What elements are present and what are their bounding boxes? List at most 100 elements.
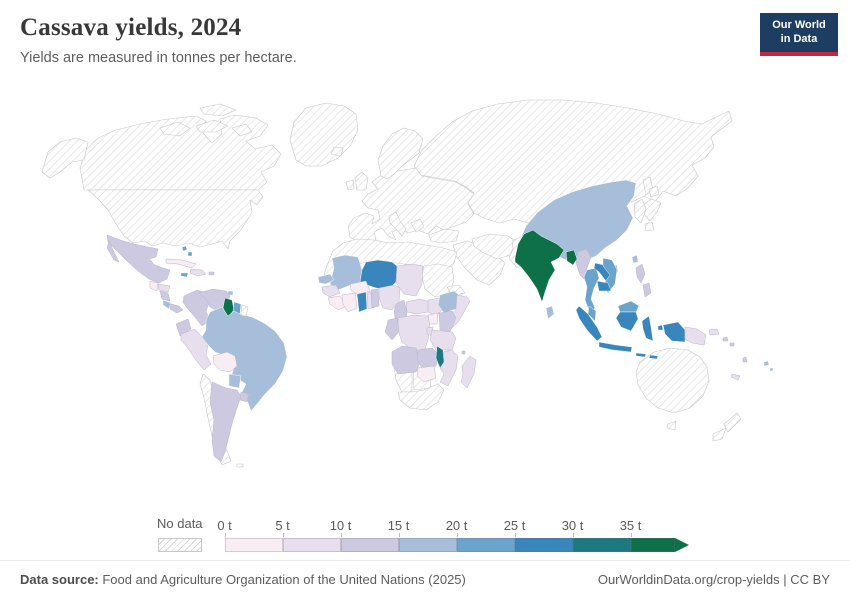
legend-bin-segment[interactable] [572, 538, 631, 552]
country-madagascar[interactable] [460, 355, 477, 389]
territory-new-caledonia[interactable] [730, 373, 741, 381]
country-papua-new-guinea-islands[interactable] [708, 328, 720, 336]
country-australia[interactable] [635, 347, 710, 414]
country-mozambique[interactable] [439, 349, 459, 387]
owid-logo[interactable]: Our World in Data [760, 13, 838, 56]
country-guatemala[interactable] [149, 280, 159, 292]
country-south-africa[interactable] [397, 383, 445, 411]
no-data-swatch[interactable] [157, 538, 202, 552]
country-honduras[interactable] [157, 283, 171, 293]
country-india[interactable] [514, 229, 565, 303]
country-new-zealand[interactable] [723, 412, 742, 433]
country-solomon-islands[interactable] [729, 342, 735, 347]
owid-link[interactable]: OurWorldinData.org/crop-yields | CC BY [597, 572, 830, 587]
country-mali[interactable] [329, 254, 363, 291]
country-turkey[interactable] [428, 228, 460, 244]
country-indonesia-kalimantan[interactable] [615, 311, 639, 332]
country-sri-lanka[interactable] [545, 305, 555, 320]
country-mexico-baja[interactable] [106, 240, 120, 263]
country-malaysia-peninsula[interactable] [587, 305, 597, 322]
country-canada-arctic[interactable] [159, 121, 191, 137]
country-brazil[interactable] [201, 306, 288, 412]
legend-bin-segment[interactable] [224, 538, 283, 552]
legend-bin-segment[interactable] [340, 538, 399, 552]
country-chad[interactable] [395, 263, 424, 297]
country-paraguay[interactable] [228, 373, 242, 389]
country-canada-arctic[interactable] [231, 123, 253, 137]
country-cote-divoire[interactable] [341, 292, 358, 313]
country-ghana[interactable] [356, 291, 368, 313]
region-scandinavia[interactable] [377, 127, 424, 180]
country-indonesia-maluku[interactable] [657, 324, 664, 331]
country-sudan[interactable] [421, 263, 455, 298]
region-hispaniola[interactable] [189, 268, 207, 277]
region-korea[interactable] [633, 198, 647, 224]
legend-bin-segment[interactable] [630, 538, 675, 552]
country-canada[interactable] [79, 114, 282, 191]
country-ecuador[interactable] [175, 318, 192, 337]
country-cuba[interactable] [165, 258, 197, 269]
country-canada-arctic[interactable] [195, 119, 229, 133]
country-vanuatu[interactable] [742, 356, 748, 363]
country-italy[interactable] [388, 211, 407, 237]
country-canada-arctic[interactable] [199, 103, 237, 117]
country-alaska[interactable] [41, 137, 89, 179]
country-bolivia[interactable] [212, 351, 238, 373]
country-japan[interactable] [648, 185, 660, 198]
country-united-kingdom[interactable] [354, 171, 369, 191]
country-indonesia-lesser-sunda[interactable] [635, 352, 647, 358]
country-indonesia-sumatra[interactable] [575, 305, 603, 342]
region-congo-gabon[interactable] [384, 317, 400, 341]
country-papua-new-guinea[interactable] [684, 326, 707, 346]
country-japan[interactable] [644, 221, 655, 232]
country-fiji[interactable] [763, 360, 770, 367]
country-tanzania[interactable] [429, 329, 457, 351]
country-philippines-luzon[interactable] [635, 263, 646, 284]
country-greenland[interactable] [289, 102, 359, 167]
country-senegal[interactable] [317, 273, 335, 285]
legend-bin-segment[interactable] [514, 538, 573, 552]
country-solomon-islands[interactable] [722, 336, 729, 342]
country-zimbabwe[interactable] [416, 365, 437, 383]
country-zambia[interactable] [416, 347, 439, 369]
country-central-african-republic[interactable] [405, 298, 431, 315]
country-iceland[interactable] [330, 146, 344, 157]
country-bangladesh[interactable] [565, 249, 578, 266]
country-indonesia-papua[interactable] [662, 321, 686, 343]
country-australia-tasmania[interactable] [666, 420, 677, 431]
country-bahamas[interactable] [181, 245, 188, 252]
country-thailand[interactable] [583, 267, 600, 314]
country-greece[interactable] [410, 218, 425, 233]
country-costa-rica[interactable] [162, 299, 172, 310]
country-mexico[interactable] [106, 234, 171, 284]
country-argentina[interactable] [209, 381, 242, 463]
country-indonesia-lesser-sunda[interactable] [648, 354, 659, 360]
country-benin[interactable] [370, 288, 380, 309]
territory-falkland-islands[interactable] [236, 463, 244, 468]
country-ireland[interactable] [345, 179, 355, 191]
country-nicaragua[interactable] [159, 290, 171, 302]
country-cambodia[interactable] [596, 280, 612, 292]
country-indonesia-sulawesi[interactable] [641, 315, 654, 342]
country-malaysia-borneo[interactable] [617, 300, 640, 313]
country-panama[interactable] [169, 303, 184, 314]
country-comoros[interactable] [461, 350, 466, 355]
country-fiji[interactable] [769, 367, 774, 372]
country-indonesia-java[interactable] [598, 341, 633, 353]
country-bahamas[interactable] [187, 251, 193, 257]
country-kenya[interactable] [438, 310, 457, 333]
country-dr-congo[interactable] [397, 314, 431, 353]
legend-bin-segment[interactable] [398, 538, 457, 552]
country-new-zealand[interactable] [712, 427, 727, 442]
territory-puerto-rico[interactable] [208, 271, 215, 276]
region-europe[interactable] [347, 167, 475, 244]
country-guinea[interactable] [321, 284, 341, 298]
country-taiwan[interactable] [631, 254, 639, 264]
country-jamaica[interactable] [180, 272, 189, 278]
country-angola[interactable] [391, 345, 421, 375]
country-united-states[interactable] [87, 189, 264, 250]
legend-bin-segment[interactable] [282, 538, 341, 552]
country-uruguay[interactable] [239, 391, 250, 403]
country-japan[interactable] [643, 198, 662, 222]
legend-bin-segment[interactable] [456, 538, 515, 552]
